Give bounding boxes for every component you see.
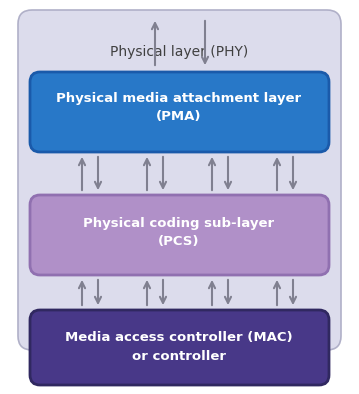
Text: Physical coding sub-layer
(PCS): Physical coding sub-layer (PCS) — [83, 216, 275, 247]
FancyBboxPatch shape — [18, 10, 341, 350]
FancyBboxPatch shape — [30, 72, 329, 152]
Text: Media access controller (MAC)
or controller: Media access controller (MAC) or control… — [65, 331, 293, 362]
FancyBboxPatch shape — [30, 195, 329, 275]
Text: Physical layer (PHY): Physical layer (PHY) — [110, 45, 248, 59]
FancyBboxPatch shape — [30, 310, 329, 385]
Text: Physical media attachment layer
(PMA): Physical media attachment layer (PMA) — [56, 91, 302, 123]
